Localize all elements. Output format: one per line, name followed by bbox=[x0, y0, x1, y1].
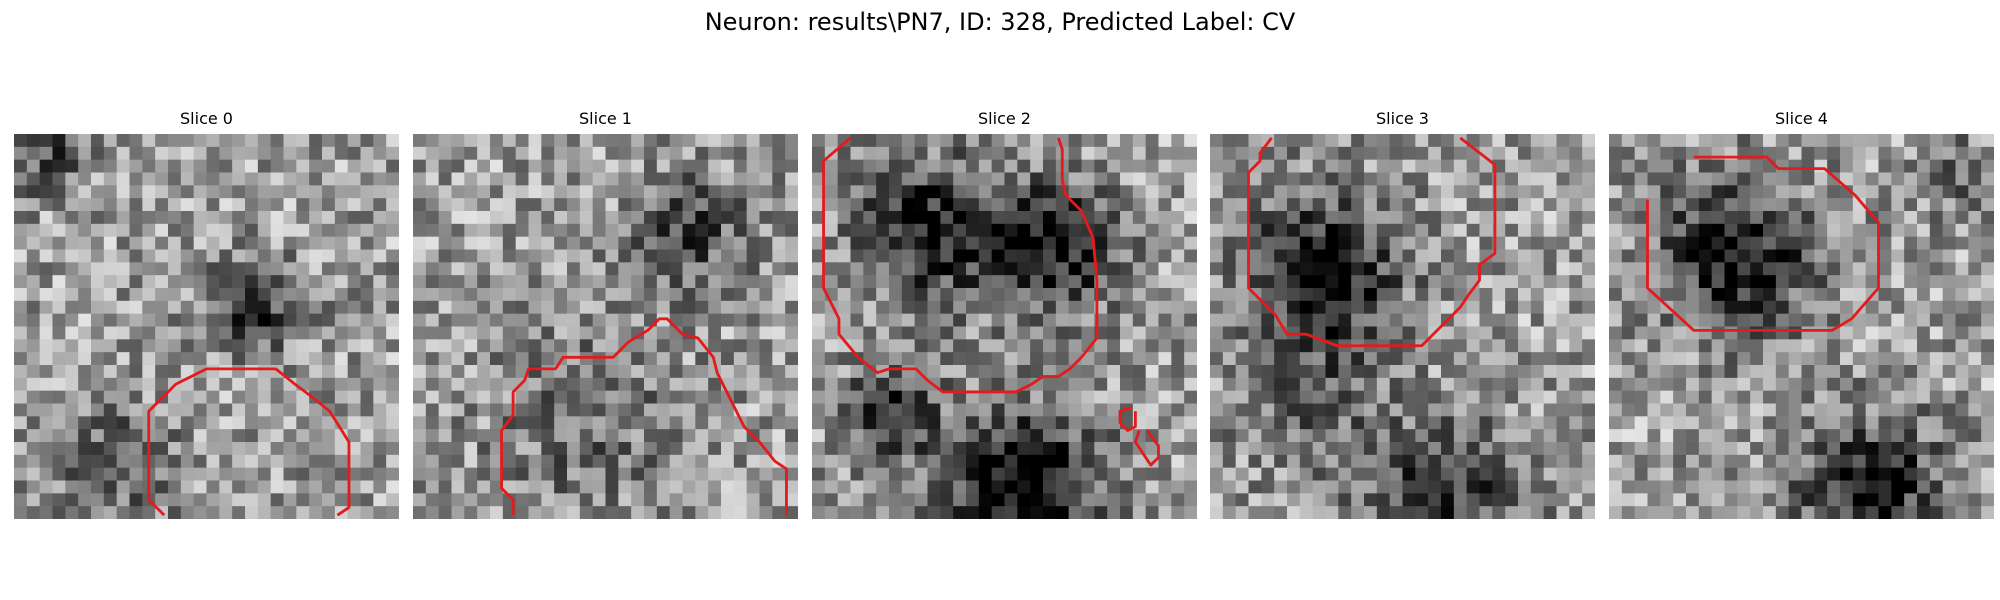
pixel-mosaic bbox=[1210, 134, 1595, 519]
panel-title: Slice 0 bbox=[180, 109, 233, 128]
panel-title: Slice 4 bbox=[1775, 109, 1828, 128]
segmentation-contour bbox=[500, 317, 788, 516]
pixel-mosaic bbox=[413, 134, 798, 519]
segmentation-contour bbox=[1118, 406, 1137, 432]
panel-title: Slice 1 bbox=[579, 109, 632, 128]
slice-image bbox=[1210, 134, 1595, 519]
segmentation-contour bbox=[147, 367, 351, 517]
slice-image bbox=[14, 134, 399, 519]
slice-image bbox=[413, 134, 798, 519]
segmentation-contour bbox=[822, 136, 1099, 394]
slice-image bbox=[812, 134, 1197, 519]
pixel-mosaic bbox=[14, 134, 399, 519]
panel-title: Slice 3 bbox=[1376, 109, 1429, 128]
segmentation-contour bbox=[1133, 429, 1160, 467]
slice-image bbox=[1609, 134, 1994, 519]
pixel-mosaic bbox=[1609, 134, 1994, 519]
panel-slice-0: Slice 0 bbox=[14, 108, 399, 519]
panel-slice-2: Slice 2 bbox=[812, 108, 1197, 519]
panel-slice-4: Slice 4 bbox=[1609, 108, 1994, 519]
panel-title: Slice 2 bbox=[978, 109, 1031, 128]
figure-title: Neuron: results\PN7, ID: 328, Predicted … bbox=[704, 8, 1296, 36]
panel-slice-1: Slice 1 bbox=[413, 108, 798, 519]
segmentation-contour bbox=[1646, 155, 1880, 332]
panel-slice-3: Slice 3 bbox=[1210, 108, 1595, 519]
segmentation-contour bbox=[1247, 136, 1497, 348]
pixel-mosaic bbox=[812, 134, 1197, 519]
